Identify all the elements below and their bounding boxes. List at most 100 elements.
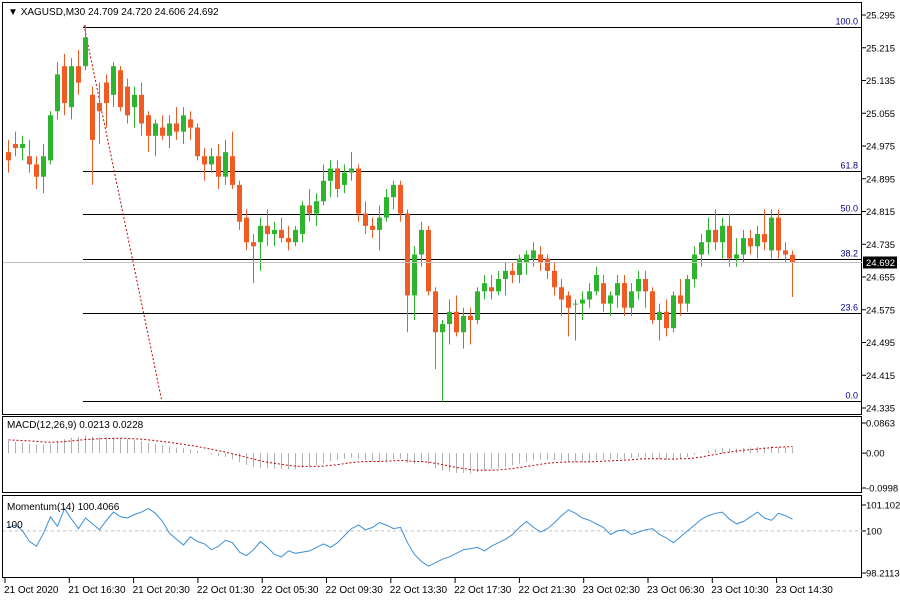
candle-body xyxy=(384,197,389,218)
momentum-line xyxy=(8,507,793,567)
svg-text:▼ XAGUSD,M30 24.709 24.720 24.: ▼ XAGUSD,M30 24.709 24.720 24.606 24.692 xyxy=(8,7,219,18)
price-axis-label: 25.295 xyxy=(866,11,895,22)
candle-body xyxy=(370,225,375,230)
time-axis-label: 22 Oct 09:30 xyxy=(326,585,384,596)
candle-body xyxy=(426,229,431,292)
candle-body xyxy=(167,123,172,136)
candle-body xyxy=(573,303,578,305)
candle-body xyxy=(69,66,74,108)
momentum-axis: 101.1026 100 98.2113 xyxy=(862,501,900,580)
candle-body xyxy=(272,229,277,235)
zigzag-line xyxy=(83,25,163,402)
candle-body xyxy=(720,225,725,243)
candle-body xyxy=(517,258,522,275)
price-axis-label: 24.815 xyxy=(866,207,895,218)
candle-body xyxy=(622,283,627,308)
candle-body xyxy=(286,238,291,243)
candle-body xyxy=(734,254,739,259)
candle-body xyxy=(48,115,53,161)
time-axis[interactable]: 21 Oct 2020 21 Oct 16:30 21 Oct 20:30 22 Oc… xyxy=(4,578,833,596)
candle-body xyxy=(524,254,529,263)
candle-body xyxy=(594,274,599,292)
candle-body xyxy=(321,180,326,202)
candle-body xyxy=(349,168,354,173)
candle-body xyxy=(671,295,676,329)
momentum-level-label: 100 xyxy=(6,520,23,531)
candle-body xyxy=(146,115,151,136)
price-axis-label: 24.895 xyxy=(866,174,895,185)
symbol-dropdown-icon[interactable]: ▼ xyxy=(8,7,21,18)
candle-body xyxy=(314,201,319,214)
candle-body xyxy=(755,234,760,247)
candle-body xyxy=(461,315,466,333)
candle-body xyxy=(489,287,494,292)
candle-body xyxy=(475,291,480,320)
candle-body xyxy=(139,94,144,124)
candle-body xyxy=(55,74,60,112)
candle-body xyxy=(244,217,249,243)
candle-body xyxy=(405,213,410,296)
candle-body xyxy=(664,311,669,329)
candle-body xyxy=(685,279,690,304)
fib-level-label: 50.0 xyxy=(840,204,858,214)
time-axis-label: 22 Oct 13:30 xyxy=(390,585,448,596)
candle-body xyxy=(76,66,81,83)
candle-body xyxy=(601,283,606,304)
time-axis-label: 23 Oct 06:30 xyxy=(647,585,705,596)
candle-body xyxy=(769,217,774,251)
candles xyxy=(6,25,795,402)
candle-body xyxy=(790,254,795,262)
candle-body xyxy=(699,242,704,255)
ohlc-readout: 24.709 24.720 24.606 24.692 xyxy=(88,7,219,18)
momentum-panel[interactable]: Momentum(14) 100.4066 100 xyxy=(2,495,863,578)
current-price-tag: 24.692 xyxy=(863,256,897,269)
candle-body xyxy=(580,299,585,304)
macd-panel[interactable]: MACD(12,26,9) 0.0213 0.0228 xyxy=(2,416,862,493)
candle-body xyxy=(454,311,459,333)
candle-body xyxy=(587,291,592,300)
time-axis-label: 23 Oct 14:30 xyxy=(776,585,834,596)
fibonacci-levels[interactable]: 100.0 61.8 50.0 38.2 23.6 0.0 xyxy=(83,17,862,402)
candle-body xyxy=(111,66,116,95)
time-axis-label: 23 Oct 10:30 xyxy=(711,585,769,596)
candle-body xyxy=(636,279,641,292)
time-axis-label: 21 Oct 16:30 xyxy=(68,585,126,596)
price-axis-label: 24.655 xyxy=(866,273,895,284)
candle-body xyxy=(629,291,634,308)
current-price-tag-label: 24.692 xyxy=(866,258,895,269)
candle-body xyxy=(307,205,312,214)
price-axis[interactable]: 25.295 25.215 25.135 25.055 24.975 24.895 24.8… xyxy=(862,11,895,415)
candle-body xyxy=(181,115,186,132)
price-panel[interactable]: 100.0 61.8 50.0 38.2 23.6 0.0 ▼ XAGUSD,M30 24… xyxy=(2,2,863,415)
candle-body xyxy=(62,66,67,104)
macd-histogram xyxy=(8,435,793,474)
fib-level-label: 38.2 xyxy=(840,249,858,259)
candle-body xyxy=(160,127,165,136)
candle-body xyxy=(90,94,95,140)
price-axis-label: 24.335 xyxy=(866,404,895,415)
candle-body xyxy=(125,86,130,116)
symbol-label[interactable]: XAGUSD,M30 xyxy=(21,7,86,18)
candle-body xyxy=(20,143,25,149)
candle-body xyxy=(258,225,263,243)
candle-body xyxy=(503,270,508,280)
candle-body xyxy=(223,152,228,177)
candle-body xyxy=(335,168,340,189)
candle-body xyxy=(783,250,788,255)
candle-body xyxy=(209,156,214,165)
macd-axis-label: 0.00 xyxy=(866,449,885,460)
candle-body xyxy=(608,295,613,304)
candle-body xyxy=(412,254,417,296)
candle-body xyxy=(531,250,536,259)
candle-body xyxy=(356,168,361,214)
momentum-panel-border xyxy=(2,495,862,578)
candle-body xyxy=(559,287,564,300)
candle-body xyxy=(174,123,179,132)
candle-body xyxy=(552,270,557,288)
candle-body xyxy=(83,37,88,67)
candle-body xyxy=(6,152,11,161)
candle-body xyxy=(13,143,18,149)
price-axis-label: 24.495 xyxy=(866,338,895,349)
